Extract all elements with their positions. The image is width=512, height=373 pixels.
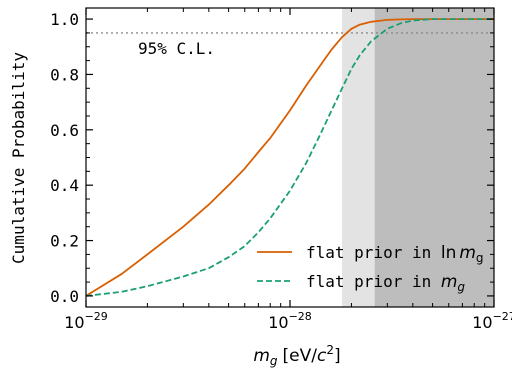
legend-label-function: ln — [441, 243, 457, 263]
x-tick-label-base: 10 — [64, 313, 84, 332]
y-tick-label: 0.4 — [50, 176, 79, 195]
series-line-1 — [85, 18, 494, 297]
shaded-region-0 — [342, 8, 375, 307]
legend-entry-0: flat prior in ln mg — [306, 243, 484, 265]
x-axis-label-unit-var: c — [317, 346, 327, 366]
x-tick-label: 10−27 — [472, 310, 512, 332]
legend-label-symbol: m — [441, 272, 458, 292]
y-tick-label: 0.2 — [50, 232, 79, 251]
x-tick-label-base: 10 — [472, 313, 492, 332]
legend-label-text: flat prior in — [306, 243, 441, 262]
x-axis-label-symbol: m — [253, 346, 270, 366]
legend-label-subscript: g — [457, 280, 465, 294]
y-axis-label: Cumulative Probability — [9, 52, 28, 264]
legend-label-symbol: m — [459, 243, 476, 263]
x-tick-label-exponent: −28 — [289, 310, 312, 323]
x-axis-label-subscript: g — [270, 354, 278, 368]
y-tick-label: 0.6 — [50, 121, 79, 140]
y-tick-label: 0.0 — [50, 287, 79, 306]
x-tick-label-base: 10 — [268, 313, 288, 332]
x-tick-label-exponent: −27 — [493, 310, 512, 323]
y-tick-label: 1.0 — [50, 10, 79, 29]
plot-frame — [85, 7, 495, 308]
legend-entry-1: flat prior in mg — [306, 272, 465, 294]
x-tick-label: 10−29 — [64, 310, 108, 332]
legend-label-text: flat prior in — [306, 272, 441, 291]
x-tick-label: 10−28 — [268, 310, 312, 332]
series-line-0 — [85, 18, 494, 297]
shaded-region-1 — [374, 8, 494, 307]
x-axis-label-unit-close: ] — [334, 346, 341, 366]
x-axis-label-unit-open: [eV/ — [283, 346, 318, 366]
confidence-level-label: 95% C.L. — [138, 39, 215, 58]
x-axis-label-unit-exp: 2 — [326, 343, 334, 357]
series-layer — [85, 18, 494, 297]
x-tick-label-exponent: −29 — [85, 310, 108, 323]
legend-label-subscript: g — [476, 251, 484, 265]
x-axis-label: mg [eV/c2] — [253, 343, 340, 368]
y-tick-label: 0.8 — [50, 65, 79, 84]
